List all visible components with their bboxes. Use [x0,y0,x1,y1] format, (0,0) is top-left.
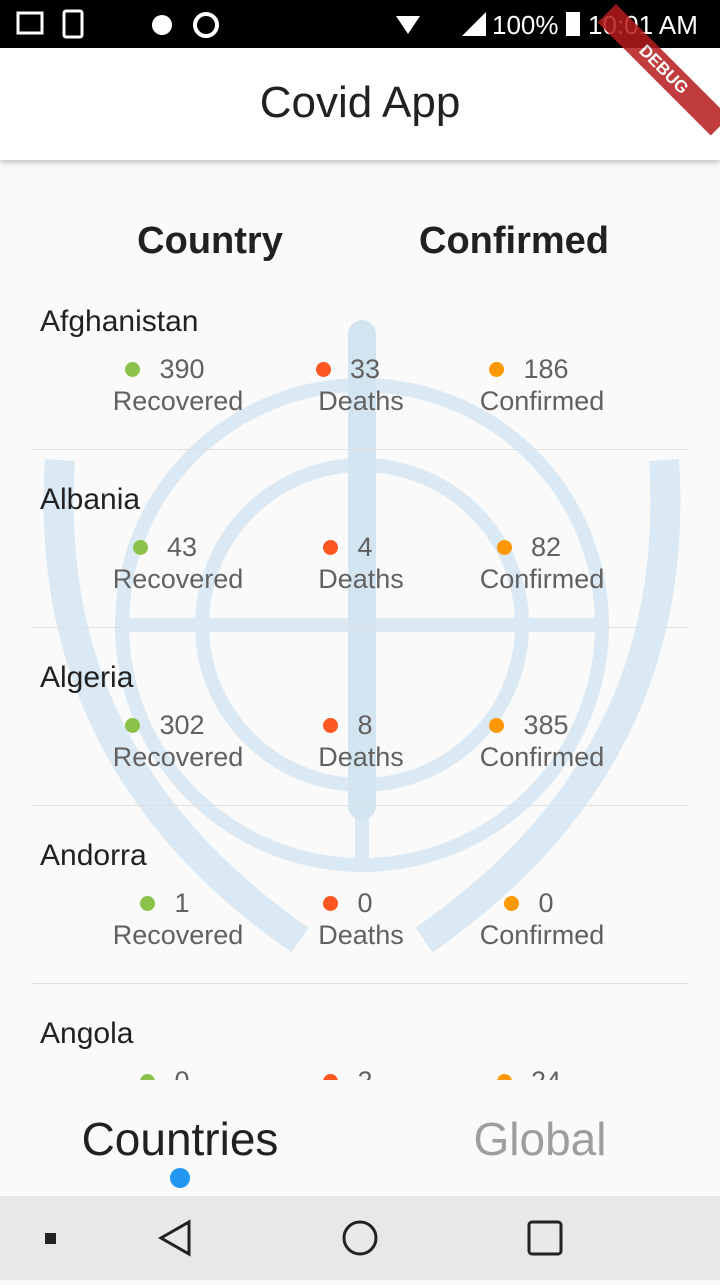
nav-bar [0,1196,720,1280]
stat-dot [323,896,339,911]
stat-dot [315,362,331,377]
stat-value: 385 [523,710,569,740]
stat-value: 82 [530,532,562,562]
stat-label: Recovered [112,386,244,416]
stat-dot [496,1074,512,1080]
stat-value: 8 [357,710,373,740]
divider [32,983,688,984]
stat-label: Recovered [112,920,244,950]
stat-label: Recovered [112,742,244,772]
country-name: Albania [40,483,141,516]
divider [32,449,688,450]
tab[interactable]: Global [473,1113,607,1165]
app-title: Covid App [259,78,461,127]
stat-label: Deaths [318,564,404,594]
battery-text: 100% [492,10,559,40]
stat-value: 2 [357,1066,372,1080]
stat-label: Deaths [318,742,404,772]
stat-dot [504,896,520,911]
stat-value: 0 [357,888,373,918]
stat-label: Confirmed [479,742,605,772]
stat-dot [132,540,148,555]
nav-icons [45,1219,563,1257]
stat-value: 1 [174,888,190,918]
stat-value: 0 [538,888,554,918]
back-button[interactable] [157,1219,191,1257]
stat-label: Confirmed [479,920,605,950]
column-header: Country [137,220,283,262]
status-icons [16,9,580,39]
stat-value: 24 [531,1066,561,1080]
country-name: Algeria [40,661,134,694]
stat-value: 43 [166,532,198,562]
country-name: Andorra [40,839,147,872]
stat-dot [496,540,512,555]
app-bar: Covid App [0,48,720,160]
tab[interactable]: Countries [81,1113,279,1165]
country-name: Angola [40,1017,134,1050]
country-list: Country Confirmed Afghanistan 390 Recovere… [0,160,720,1080]
recents-button[interactable] [527,1220,563,1256]
stat-value: 186 [523,354,569,384]
column-header: Confirmed [419,220,609,262]
stat-value: 390 [159,354,205,384]
stat-dot [140,896,156,911]
stat-dot [125,362,141,377]
stat-value: 302 [159,710,205,740]
tab-bar: Countries Global [0,1080,720,1196]
watermark [43,320,681,953]
home-button[interactable] [342,1220,378,1256]
stat-value: 33 [349,354,381,384]
stat-dot [323,1074,339,1080]
stat-dot [125,718,141,733]
divider [32,805,688,806]
stat-label: Deaths [318,920,404,950]
stat-dot [323,718,339,733]
stat-label: Recovered [112,564,244,594]
stat-label: Confirmed [479,564,605,594]
stat-value: 0 [174,1066,189,1080]
active-indicator [170,1168,190,1188]
stat-dot [489,362,505,377]
stat-value: 4 [357,532,373,562]
stat-dot [323,540,339,555]
country-name: Afghanistan [40,305,199,338]
divider [32,627,688,628]
stat-dot [140,1074,156,1080]
stat-label: Confirmed [479,386,605,416]
stat-label: Deaths [318,386,404,416]
stat-dot [489,718,505,733]
